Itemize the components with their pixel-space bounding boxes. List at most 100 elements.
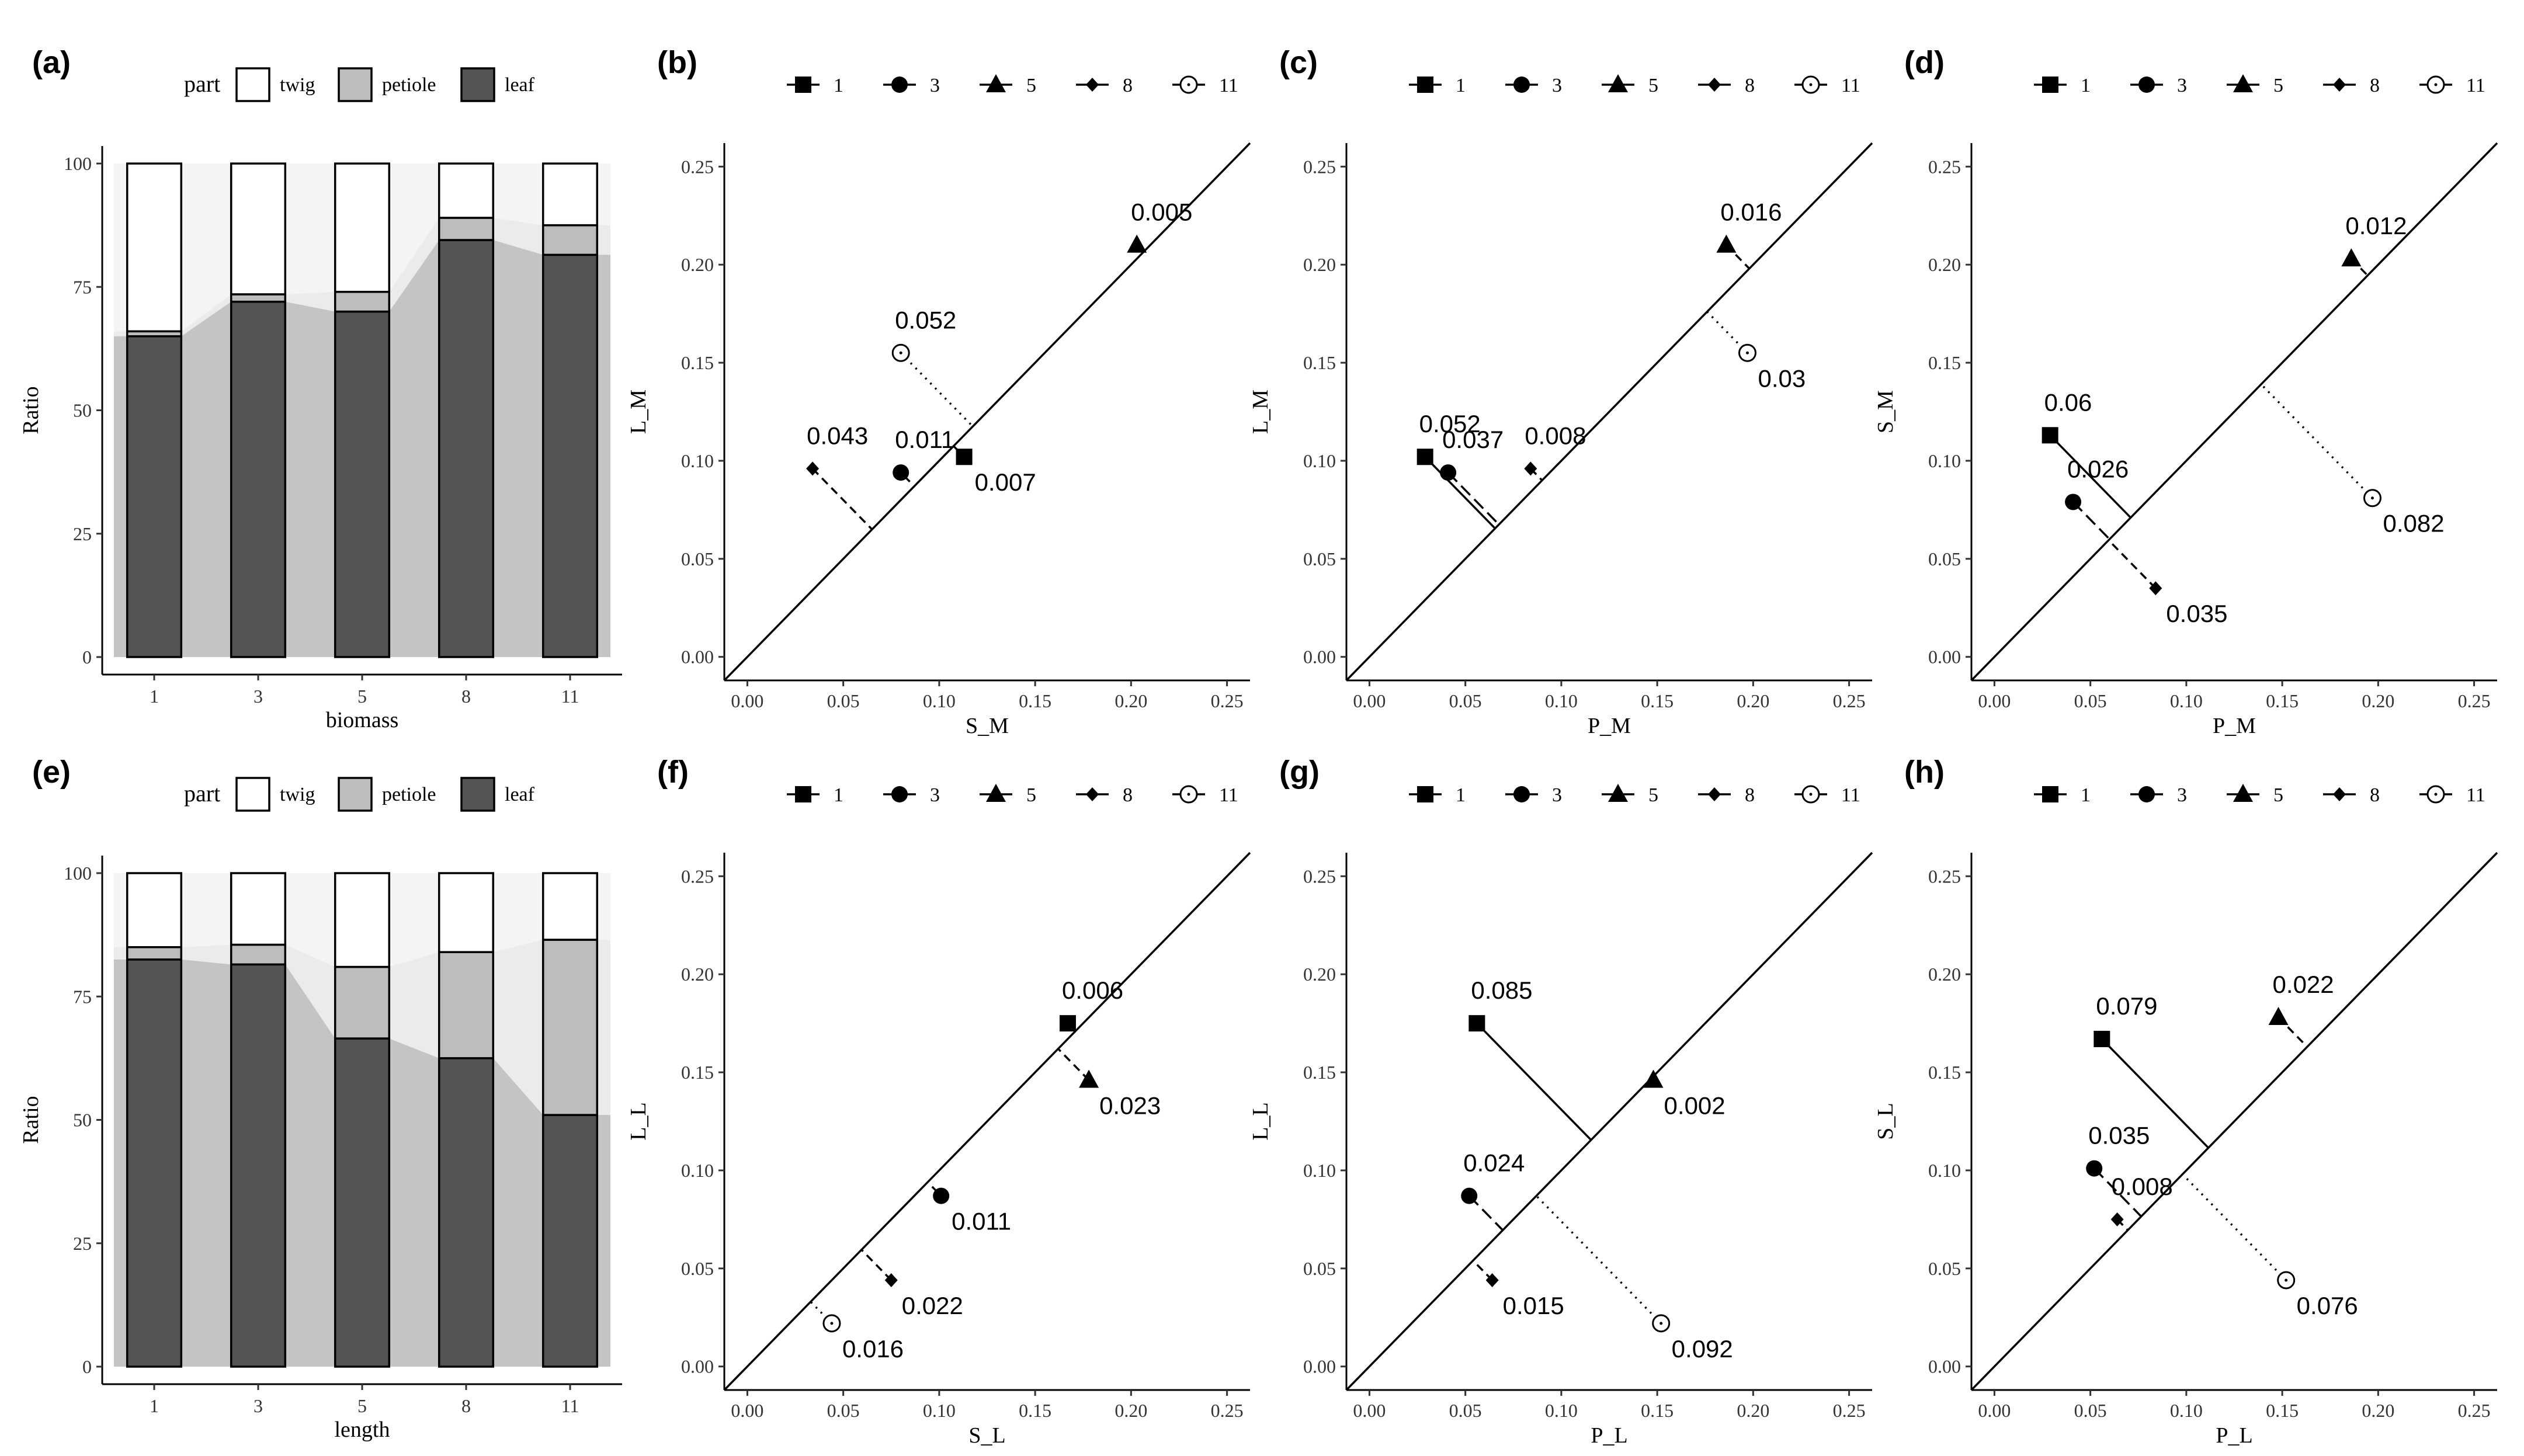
legend: 1 3 5 8 11 bbox=[1409, 784, 1860, 806]
point-8 bbox=[806, 461, 820, 476]
legend-marker-11-dot bbox=[1187, 793, 1190, 796]
point-1 bbox=[1417, 449, 1433, 465]
x-tick-label: 0.10 bbox=[923, 690, 956, 711]
panel-d: 0.00 0.05 0.10 0.15 0.20 0.25 0.00 0.05 0.10 0.15… bbox=[1873, 74, 2498, 738]
x-tick-label: 0.25 bbox=[1833, 690, 1866, 711]
bar-twig-5 bbox=[334, 872, 391, 968]
y-axis-title: S_M bbox=[1873, 390, 1898, 433]
y-tick-label: 0.20 bbox=[681, 964, 714, 985]
x-tick-label: 3 bbox=[254, 1395, 263, 1416]
point-3 bbox=[2065, 494, 2082, 510]
legend-label-3: 3 bbox=[2177, 784, 2187, 806]
panel-label: (f) bbox=[657, 755, 689, 790]
distance-segment-11 bbox=[900, 352, 974, 428]
legend-label-8: 8 bbox=[1123, 784, 1133, 806]
identity-line bbox=[1345, 852, 1873, 1391]
point-1 bbox=[2042, 427, 2058, 444]
y-tick-label: 50 bbox=[73, 400, 92, 421]
distance-label-3: 0.035 bbox=[2088, 1122, 2150, 1149]
distance-label-1: 0.052 bbox=[1419, 410, 1481, 437]
bar-twig-11 bbox=[541, 162, 599, 227]
distance-segment-11 bbox=[810, 1301, 833, 1325]
distance-segment-1 bbox=[2101, 1038, 2209, 1149]
panel-label: (a) bbox=[32, 45, 71, 80]
legend-label-twig: twig bbox=[280, 74, 315, 96]
legend-marker-1 bbox=[2042, 786, 2058, 802]
y-tick-label: 0.25 bbox=[1928, 156, 1961, 177]
legend-marker-8 bbox=[2333, 78, 2346, 92]
legend-label-5: 5 bbox=[2273, 75, 2283, 96]
distance-segment-11 bbox=[2260, 383, 2373, 499]
bar-petiole-1 bbox=[126, 946, 183, 961]
panel-label: (h) bbox=[1904, 755, 1945, 790]
legend-marker-5 bbox=[1608, 74, 1628, 92]
panel-h: 0.00 0.05 0.10 0.15 0.20 0.25 0.00 0.05 0.10 0.15… bbox=[1873, 784, 2498, 1448]
bar-twig-3 bbox=[230, 162, 287, 296]
bar-leaf-5 bbox=[334, 1037, 391, 1368]
x-tick-label: 0.00 bbox=[731, 1400, 763, 1421]
legend-marker-8 bbox=[1708, 787, 1721, 801]
identity-line bbox=[1345, 142, 1873, 682]
y-axis-title: Ratio bbox=[19, 1096, 43, 1144]
legend-marker-8 bbox=[1086, 78, 1099, 92]
x-tick-label: 1 bbox=[150, 1395, 159, 1416]
bar-petiole-3 bbox=[230, 943, 287, 966]
y-tick-label: 0.20 bbox=[1928, 254, 1961, 275]
legend-label-8: 8 bbox=[1123, 75, 1133, 96]
panel-e: 0 25 50 75 100 1 3 5 8 11 length Ratio part twig petio… bbox=[19, 777, 622, 1442]
distance-label-3: 0.024 bbox=[1463, 1149, 1525, 1177]
legend: 1 3 5 8 11 bbox=[2034, 784, 2485, 806]
x-axis-title: P_L bbox=[2216, 1423, 2252, 1448]
y-tick-label: 0.25 bbox=[1303, 156, 1336, 177]
y-tick-label: 0.10 bbox=[681, 450, 714, 471]
distance-segment-8 bbox=[2108, 539, 2157, 589]
panel-label: (e) bbox=[32, 755, 71, 790]
point-5 bbox=[2341, 248, 2362, 267]
bar-leaf-3 bbox=[230, 300, 287, 658]
x-tick-label: 0.15 bbox=[1019, 1400, 1051, 1421]
x-axis-title: P_M bbox=[2213, 714, 2256, 738]
identity-line bbox=[1970, 852, 2498, 1391]
y-tick-label: 0.00 bbox=[681, 1356, 714, 1377]
point-1 bbox=[2094, 1030, 2110, 1047]
distance-label-1: 0.085 bbox=[1471, 977, 1532, 1004]
bar-petiole-8 bbox=[438, 951, 495, 1059]
bar-twig-8 bbox=[438, 162, 495, 219]
y-tick-label: 0.20 bbox=[1303, 964, 1336, 985]
x-tick-label: 1 bbox=[150, 686, 159, 707]
y-tick-label: 0.00 bbox=[1303, 1356, 1336, 1377]
legend-label-8: 8 bbox=[1745, 784, 1755, 806]
y-tick-label: 0.25 bbox=[681, 156, 714, 177]
y-tick-label: 0.05 bbox=[1303, 1258, 1336, 1279]
distance-segment-8 bbox=[811, 468, 873, 530]
y-tick-label: 0 bbox=[82, 647, 92, 668]
x-tick-label: 0.20 bbox=[1737, 690, 1769, 711]
bar-leaf-3 bbox=[230, 963, 287, 1368]
x-axis-title: S_L bbox=[968, 1423, 1005, 1448]
x-tick-label: 0.20 bbox=[1115, 690, 1147, 711]
y-tick-label: 0.15 bbox=[1303, 352, 1336, 373]
x-tick-label: 8 bbox=[461, 1395, 471, 1416]
distance-label-5: 0.002 bbox=[1664, 1092, 1726, 1119]
distance-label-5: 0.023 bbox=[1099, 1092, 1161, 1119]
legend-key-twig bbox=[235, 777, 270, 812]
legend-label-1: 1 bbox=[834, 784, 843, 806]
legend: 1 3 5 8 11 bbox=[787, 74, 1238, 96]
bar-leaf-1 bbox=[126, 958, 183, 1368]
bar-leaf-11 bbox=[541, 1114, 599, 1368]
x-tick-label: 0.15 bbox=[2266, 690, 2299, 711]
distance-label-8: 0.043 bbox=[807, 422, 868, 449]
legend-label-11: 11 bbox=[1219, 75, 1238, 96]
distance-label-8: 0.035 bbox=[2166, 600, 2227, 627]
distance-label-11: 0.03 bbox=[1758, 364, 1806, 392]
x-tick-label: 0.05 bbox=[827, 1400, 860, 1421]
distance-label-1: 0.06 bbox=[2044, 388, 2092, 416]
legend-label-5: 5 bbox=[1026, 784, 1036, 806]
bar-petiole-8 bbox=[438, 217, 495, 241]
point-11-dot bbox=[2285, 1278, 2288, 1282]
y-tick-label: 0.20 bbox=[1928, 964, 1961, 985]
legend-label-11: 11 bbox=[1841, 75, 1860, 96]
x-tick-label: 5 bbox=[357, 1395, 367, 1416]
legend-key-leaf bbox=[460, 777, 495, 812]
legend-key-leaf bbox=[460, 67, 495, 102]
